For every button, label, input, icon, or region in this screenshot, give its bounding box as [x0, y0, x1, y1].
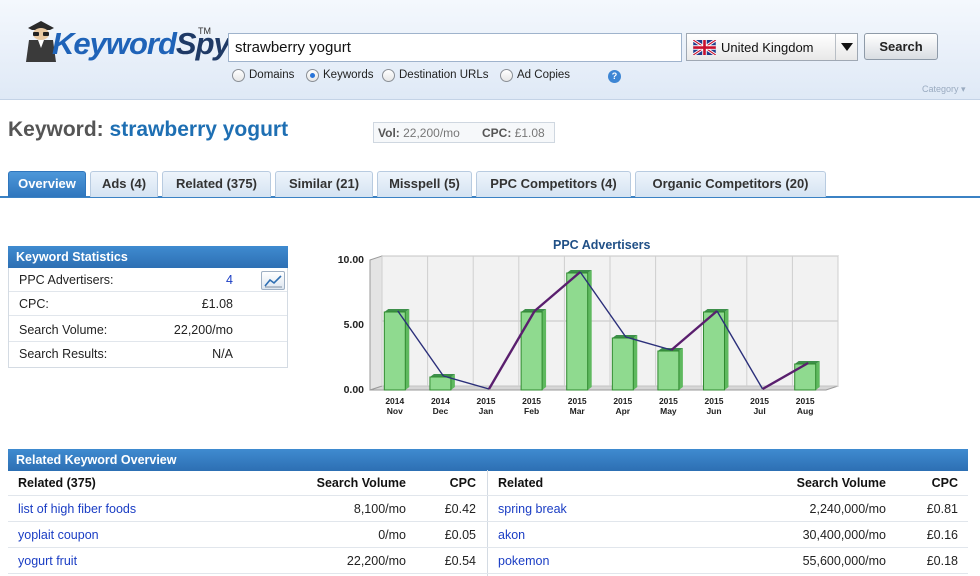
keyword-term: strawberry yogurt: [109, 118, 289, 141]
x-tick-label: Dec: [433, 406, 449, 416]
bar: [520, 311, 543, 391]
x-tick-label: 2015: [568, 396, 587, 406]
x-tick-label: May: [660, 406, 677, 416]
related-keyword-link[interactable]: pokemon: [498, 554, 550, 568]
x-tick-label: Aug: [797, 406, 814, 416]
logo-trademark: TM: [198, 26, 211, 36]
chart-side-wall: [369, 255, 383, 391]
bar-side: [587, 270, 592, 390]
trend-line-segment: [443, 375, 490, 390]
x-tick-label: 2015: [705, 396, 724, 406]
trend-line-segment: [579, 271, 627, 338]
x-tick-label: 2015: [750, 396, 769, 406]
x-tick-label: Apr: [615, 406, 630, 416]
tab-overview[interactable]: Overview: [8, 171, 86, 197]
bar-side: [542, 309, 547, 390]
related-keyword-link[interactable]: list of high fiber foods: [18, 502, 137, 516]
x-tick-label: Jun: [706, 406, 721, 416]
keyword-statistics-panel: PPC Advertisers: 4 CPC: £1.08 Search Vol…: [8, 268, 288, 368]
y-tick-label: 5.00: [344, 319, 365, 331]
country-name: United Kingdom: [721, 40, 814, 55]
trend-line-segment: [670, 310, 718, 351]
site-header: KeywordSpy TM United Kingdom Search Doma…: [0, 0, 980, 100]
trend-line-segment: [762, 361, 809, 391]
tab-misspell[interactable]: Misspell (5): [377, 171, 472, 197]
trend-line-segment: [397, 310, 444, 377]
y-tick-label: 0.00: [344, 384, 365, 396]
help-icon[interactable]: ?: [608, 70, 621, 83]
search-button[interactable]: Search: [864, 33, 938, 60]
uk-flag-icon: [693, 40, 716, 55]
bar: [703, 311, 725, 391]
table-header-row: Related (375) Search Volume CPC Related …: [8, 470, 968, 496]
y-tick-label: 10.00: [338, 254, 364, 266]
stat-row-search-volume: Search Volume: 22,200/mo: [9, 318, 287, 342]
radio-button-selected-icon[interactable]: [306, 69, 319, 82]
stat-row-cpc: CPC: £1.08: [9, 292, 287, 316]
trend-line-segment: [533, 271, 581, 312]
stat-row-ppc-advertisers: PPC Advertisers: 4: [9, 268, 287, 292]
spy-mascot-icon: [26, 21, 56, 62]
x-tick-label: Feb: [524, 406, 539, 416]
category-dropdown[interactable]: Category ▾: [922, 84, 966, 94]
logo-wordmark: KeywordSpy: [52, 26, 231, 61]
bar: [611, 337, 634, 391]
radio-button-icon[interactable]: [382, 69, 395, 82]
tabs-underline: [0, 196, 980, 198]
country-select[interactable]: United Kingdom: [686, 33, 858, 61]
x-tick-label: Jul: [753, 406, 765, 416]
tab-ppc-competitors[interactable]: PPC Competitors (4): [476, 171, 631, 197]
chart-canvas: 0.005.0010.002014Nov2014Dec2015Jan2015Fe…: [338, 254, 839, 416]
x-tick-label: 2014: [385, 396, 404, 406]
keyword-statistics-header: Keyword Statistics: [8, 246, 288, 268]
bar-side: [815, 361, 820, 390]
bar-side: [633, 335, 638, 390]
bar: [566, 272, 589, 391]
keywordspy-logo[interactable]: KeywordSpy TM: [22, 12, 231, 68]
radio-button-icon[interactable]: [232, 69, 245, 82]
page-title: Keyword: strawberry yogurt: [8, 118, 289, 141]
x-tick-label: 2014: [431, 396, 450, 406]
trend-line-segment: [716, 310, 764, 390]
table-row: list of high fiber foods 8,100/mo £0.42 …: [8, 496, 968, 522]
bar-top: [384, 309, 410, 312]
chart-title: PPC Advertisers: [553, 238, 651, 252]
table-row: yoplait coupon 0/mo £0.05 akon 30,400,00…: [8, 522, 968, 548]
x-tick-label: 2015: [613, 396, 632, 406]
ppc-advertisers-link[interactable]: 4: [226, 273, 233, 287]
tab-similar[interactable]: Similar (21): [275, 171, 373, 197]
related-keyword-link[interactable]: yoplait coupon: [18, 528, 99, 542]
bar-side: [678, 348, 683, 390]
x-tick-label: 2015: [477, 396, 496, 406]
tab-related[interactable]: Related (375): [162, 171, 271, 197]
x-tick-label: 2015: [796, 396, 815, 406]
related-keyword-link[interactable]: yogurt fruit: [18, 554, 78, 568]
ppc-advertisers-chart: PPC Advertisers 0.00 5.00 10.00 2014 Nov 2014…: [320, 234, 840, 424]
related-keyword-link[interactable]: spring break: [498, 502, 567, 516]
x-tick-label: Mar: [570, 406, 586, 416]
dropdown-arrow-icon[interactable]: [835, 34, 857, 60]
x-tick-label: 2015: [522, 396, 541, 406]
x-tick-label: Jan: [479, 406, 494, 416]
x-tick-label: 2015: [659, 396, 678, 406]
trend-chart-icon[interactable]: [261, 271, 285, 290]
bar: [657, 350, 680, 391]
bar-side: [724, 309, 729, 390]
table-row: yogurt fruit 22,200/mo £0.54 pokemon 55,…: [8, 548, 968, 574]
table-column-divider: [487, 470, 488, 576]
related-overview-header: Related Keyword Overview: [8, 449, 968, 471]
tab-ads[interactable]: Ads (4): [90, 171, 158, 197]
x-tick-label: Nov: [387, 406, 403, 416]
keyword-summary-badge: Vol: 22,200/mo CPC: £1.08: [373, 122, 555, 143]
bar-side: [405, 309, 410, 390]
stat-row-search-results: Search Results: N/A: [19, 347, 233, 361]
trend-line-segment: [625, 336, 672, 351]
bar: [383, 311, 406, 391]
bar: [429, 376, 452, 391]
trend-line-segment: [487, 310, 536, 390]
radio-button-icon[interactable]: [500, 69, 513, 82]
related-keyword-link[interactable]: akon: [498, 528, 526, 542]
search-input[interactable]: [228, 33, 682, 62]
tab-organic-competitors[interactable]: Organic Competitors (20): [635, 171, 826, 197]
